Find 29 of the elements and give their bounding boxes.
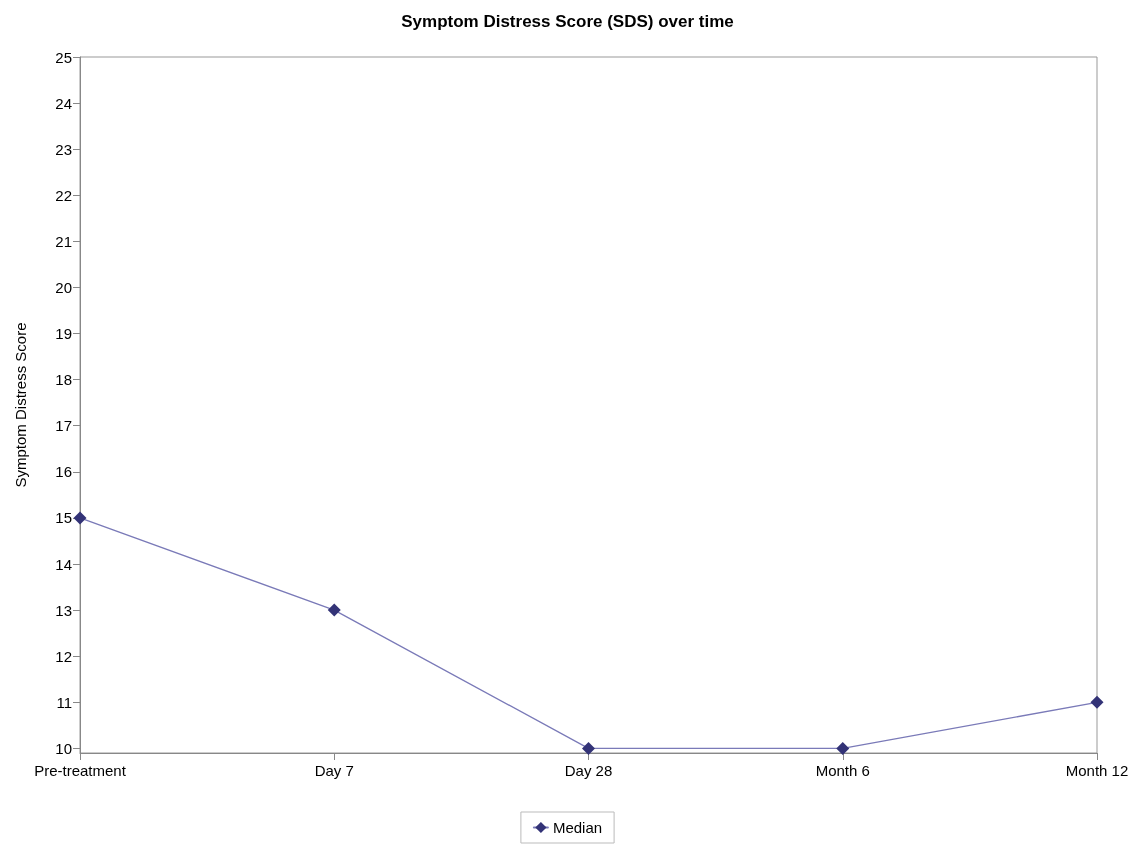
y-tick-label: 25 xyxy=(55,48,72,66)
y-tick-label: 19 xyxy=(55,325,72,343)
x-tick-label: Day 28 xyxy=(564,762,613,779)
y-tick-label: 12 xyxy=(55,647,72,665)
y-tick-label: 21 xyxy=(55,232,72,250)
point xyxy=(836,741,850,755)
point xyxy=(582,741,595,755)
x-tick-label: Day 7 xyxy=(314,762,354,779)
y-tick-label: 20 xyxy=(55,278,72,296)
y-tick-label: 17 xyxy=(55,417,72,435)
y-tick-label: 16 xyxy=(55,463,72,481)
x-tick-label: Pre-treatment xyxy=(34,762,127,779)
x-tick-label: Month 12 xyxy=(1065,762,1129,779)
y-tick-label: 13 xyxy=(55,601,72,619)
legend-label: Median xyxy=(552,819,603,836)
point xyxy=(73,511,87,525)
y-tick-label: 10 xyxy=(55,739,72,757)
x-tick-label: Month 6 xyxy=(815,762,870,779)
chart-title: Symptom Distress Score (SDS) over time xyxy=(401,12,734,31)
y-axis-title: Symptom Distress Score xyxy=(12,322,29,488)
y-tick-label: 11 xyxy=(56,693,72,711)
y-tick-label: 15 xyxy=(55,509,72,527)
point xyxy=(1090,695,1104,709)
y-tick-label: 23 xyxy=(55,140,72,158)
y-tick-label: 22 xyxy=(55,186,72,204)
point xyxy=(327,603,341,617)
y-tick-label: 14 xyxy=(55,555,72,573)
y-tick-label: 24 xyxy=(55,94,72,112)
y-tick-label: 18 xyxy=(55,371,72,389)
